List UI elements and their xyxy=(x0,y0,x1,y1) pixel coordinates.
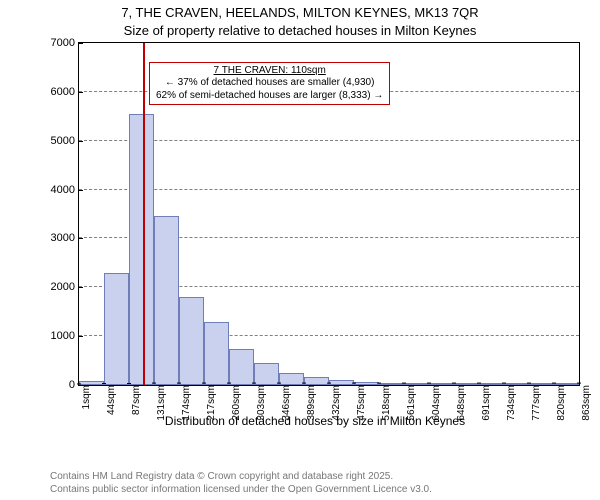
y-tick-label: 4000 xyxy=(35,184,79,196)
histogram-bar xyxy=(254,363,279,385)
property-marker-line xyxy=(143,43,145,385)
annotation-line: 7 THE CRAVEN: 110sqm xyxy=(156,65,383,78)
attribution-footer: Contains HM Land Registry data © Crown c… xyxy=(50,471,590,496)
histogram-bar xyxy=(129,114,154,385)
plot-area: 010002000300040005000600070001sqm44sqm87… xyxy=(78,42,580,386)
histogram-bar xyxy=(204,322,229,386)
y-tick-label: 6000 xyxy=(35,86,79,98)
x-axis-label: Distribution of detached houses by size … xyxy=(50,414,580,428)
histogram-bar xyxy=(229,349,254,385)
histogram-bar xyxy=(179,297,204,385)
annotation-line: ← 37% of detached houses are smaller (4,… xyxy=(156,77,383,90)
y-tick-label: 7000 xyxy=(35,37,79,49)
x-tick-label: 44sqm xyxy=(104,385,117,415)
y-tick-label: 2000 xyxy=(35,281,79,293)
histogram-bar xyxy=(104,273,129,385)
y-tick-label: 1000 xyxy=(35,330,79,342)
histogram-bar xyxy=(304,377,329,385)
y-tick-label: 3000 xyxy=(35,232,79,244)
histogram-bar xyxy=(279,373,304,385)
histogram-bar xyxy=(154,216,179,385)
annotation-line: 62% of semi-detached houses are larger (… xyxy=(156,90,383,103)
title-line-1: 7, THE CRAVEN, HEELANDS, MILTON KEYNES, … xyxy=(0,4,600,22)
x-tick-label: 863sqm xyxy=(579,385,592,421)
y-tick-label: 5000 xyxy=(35,135,79,147)
title-line-2: Size of property relative to detached ho… xyxy=(0,22,600,40)
gridline xyxy=(79,189,579,190)
footer-line-1: Contains HM Land Registry data © Crown c… xyxy=(50,471,590,484)
page-title: 7, THE CRAVEN, HEELANDS, MILTON KEYNES, … xyxy=(0,0,600,39)
annotation-box: 7 THE CRAVEN: 110sqm← 37% of detached ho… xyxy=(149,62,390,106)
gridline xyxy=(79,140,579,141)
footer-line-2: Contains public sector information licen… xyxy=(50,484,590,497)
x-tick-label: 1sqm xyxy=(79,385,92,409)
histogram-chart: Number of detached properties 0100020003… xyxy=(50,42,580,422)
y-tick-label: 0 xyxy=(35,379,79,391)
x-tick-label: 87sqm xyxy=(129,385,142,415)
